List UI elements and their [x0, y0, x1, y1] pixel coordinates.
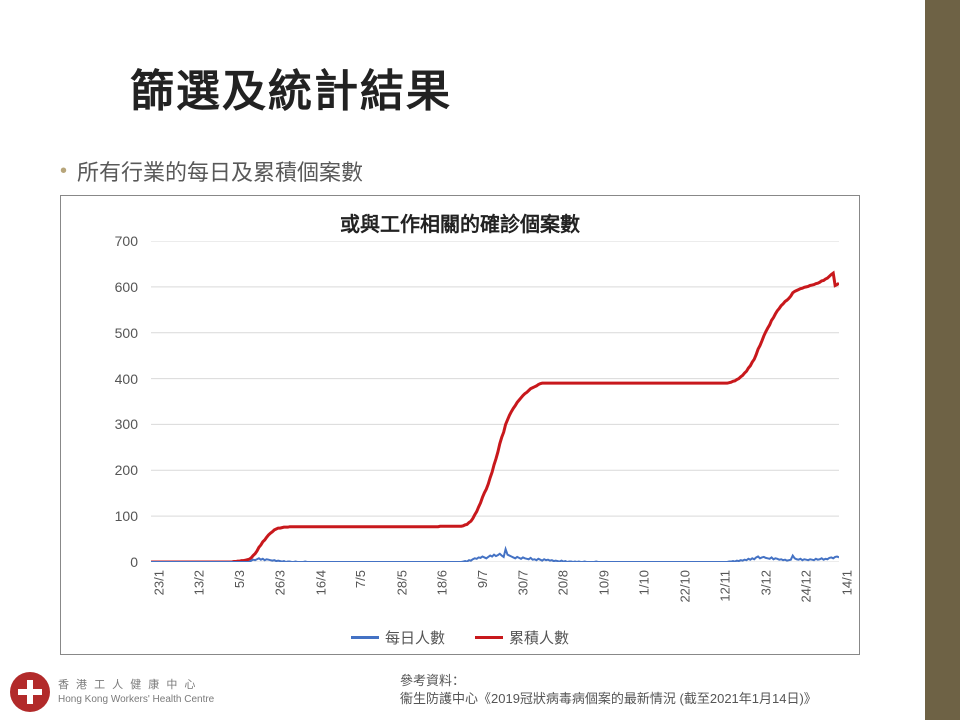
y-tick-label: 700 — [115, 233, 138, 249]
legend-label-cumulative: 累積人數 — [509, 627, 569, 648]
chart-container: 或與工作相關的確診個案數 0 100 200 300 400 500 600 700 23/1… — [60, 195, 860, 655]
legend-item-cumulative: 累積人數 — [475, 627, 569, 648]
x-tick-label: 30/7 — [515, 570, 530, 595]
x-tick-label: 26/3 — [272, 570, 287, 595]
y-tick-label: 300 — [115, 416, 138, 432]
x-axis-labels: 23/1 13/2 5/3 26/3 16/4 7/5 28/5 18/6 9/7 30/7 20/… — [151, 564, 839, 612]
y-tick-label: 200 — [115, 462, 138, 478]
bullet-dot: • — [60, 161, 67, 181]
legend-label-daily: 每日人數 — [385, 627, 445, 648]
page-title: 篩選及統計結果 — [130, 55, 452, 119]
logo-text-en: Hong Kong Workers' Health Centre — [58, 693, 214, 706]
x-tick-label: 16/4 — [313, 570, 328, 595]
y-axis-labels: 0100200300400500600700 — [61, 241, 146, 562]
y-tick-label: 100 — [115, 508, 138, 524]
legend: 每日人數 累積人數 — [61, 627, 859, 648]
y-tick-label: 0 — [130, 554, 138, 570]
x-tick-label: 24/12 — [799, 570, 814, 603]
slide: 篩選及統計結果 • 所有行業的每日及累積個案數 或與工作相關的確診個案數 0 10… — [0, 0, 960, 720]
x-tick-label: 28/5 — [394, 570, 409, 595]
accent-bar — [925, 0, 960, 720]
chart-svg — [151, 241, 839, 562]
bullet-row: • 所有行業的每日及累積個案數 — [60, 155, 363, 187]
x-tick-label: 18/6 — [434, 570, 449, 595]
x-tick-label: 3/12 — [758, 570, 773, 595]
x-tick-label: 7/5 — [353, 570, 368, 588]
footer-line2: 衞生防護中心《2019冠狀病毒病個案的最新情況 (截至2021年1月14日)》 — [400, 690, 817, 708]
gridlines — [151, 241, 839, 562]
footer-line1: 參考資料： — [400, 672, 817, 690]
x-tick-label: 10/9 — [596, 570, 611, 595]
logo-text-zh: 香 港 工 人 健 康 中 心 — [58, 678, 214, 692]
x-tick-label: 14/1 — [839, 570, 854, 595]
y-tick-label: 600 — [115, 279, 138, 295]
footer-citation: 參考資料： 衞生防護中心《2019冠狀病毒病個案的最新情況 (截至2021年1月… — [400, 672, 817, 708]
y-tick-label: 500 — [115, 325, 138, 341]
series-cumulative — [151, 273, 839, 562]
y-tick-label: 400 — [115, 371, 138, 387]
x-tick-label: 13/2 — [191, 570, 206, 595]
x-tick-label: 12/11 — [718, 570, 733, 602]
x-tick-label: 5/3 — [232, 570, 247, 588]
plot-area — [151, 241, 839, 562]
legend-swatch-daily — [351, 636, 379, 639]
x-tick-label: 9/7 — [475, 570, 490, 588]
legend-item-daily: 每日人數 — [351, 627, 445, 648]
x-tick-label: 1/10 — [637, 570, 652, 595]
chart-title: 或與工作相關的確診個案數 — [61, 208, 859, 237]
x-tick-label: 22/10 — [677, 570, 692, 603]
legend-swatch-cumulative — [475, 636, 503, 639]
logo-text: 香 港 工 人 健 康 中 心 Hong Kong Workers' Healt… — [58, 678, 214, 705]
bullet-text: 所有行業的每日及累積個案數 — [77, 155, 363, 187]
logo-icon — [10, 672, 50, 712]
x-tick-label: 20/8 — [556, 570, 571, 595]
logo: 香 港 工 人 健 康 中 心 Hong Kong Workers' Healt… — [10, 672, 214, 712]
x-tick-label: 23/1 — [151, 570, 166, 595]
